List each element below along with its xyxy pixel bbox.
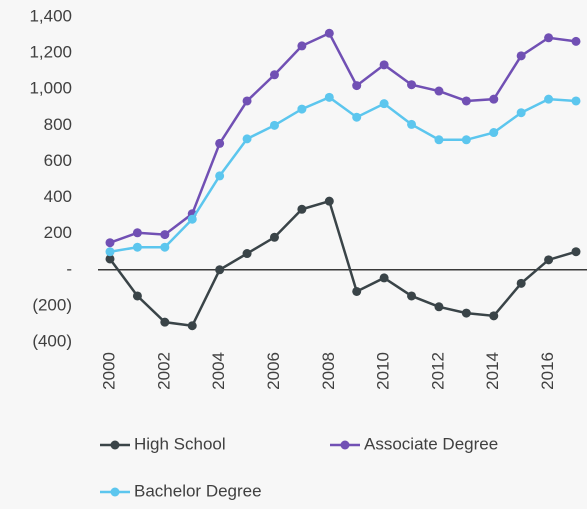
legend-label: Bachelor Degree — [134, 481, 262, 500]
x-tick-label: 2008 — [319, 352, 338, 390]
data-point — [571, 247, 581, 257]
legend-label: Associate Degree — [364, 434, 498, 453]
data-point — [215, 171, 225, 181]
data-point — [160, 230, 170, 240]
legend-label: High School — [134, 434, 226, 453]
legend-marker — [110, 487, 120, 497]
y-tick-label: 1,400 — [29, 6, 72, 25]
series-line — [109, 95, 577, 253]
data-point — [132, 242, 142, 252]
x-tick-label: 2006 — [264, 352, 283, 390]
data-point — [516, 51, 526, 61]
y-tick-label: 1,200 — [29, 43, 72, 62]
data-point — [379, 99, 389, 109]
data-point — [132, 291, 142, 301]
data-point — [242, 134, 252, 144]
y-tick-label: 800 — [44, 115, 72, 134]
x-tick-label: 2002 — [154, 352, 173, 390]
data-point — [407, 80, 417, 90]
data-point — [297, 104, 307, 114]
data-point — [105, 247, 115, 257]
data-point — [324, 28, 334, 38]
series-line — [109, 31, 577, 244]
data-point — [434, 302, 444, 312]
data-point — [544, 94, 554, 104]
x-tick-label: 2000 — [99, 352, 118, 390]
x-tick-label: 2004 — [209, 352, 228, 390]
x-tick-label: 2014 — [483, 352, 502, 390]
data-point — [160, 317, 170, 327]
data-point — [132, 228, 142, 238]
data-point — [269, 70, 279, 80]
data-point — [242, 249, 252, 259]
data-point — [297, 204, 307, 214]
data-point — [297, 41, 307, 51]
y-tick-label: 600 — [44, 151, 72, 170]
data-point — [461, 135, 471, 145]
data-point — [160, 242, 170, 252]
data-point — [352, 112, 362, 122]
data-point — [516, 108, 526, 118]
x-tick-label: 2016 — [538, 352, 557, 390]
legend-marker — [110, 440, 120, 450]
data-point — [187, 321, 197, 331]
y-tick-label: - — [66, 259, 72, 278]
data-point — [269, 232, 279, 242]
x-tick-label: 2010 — [374, 352, 393, 390]
data-point — [571, 36, 581, 46]
data-point — [516, 278, 526, 288]
data-point — [379, 60, 389, 70]
data-point — [352, 81, 362, 91]
data-point — [187, 214, 197, 224]
data-point — [105, 238, 115, 248]
data-point — [105, 254, 115, 264]
data-point — [434, 135, 444, 145]
data-point — [434, 86, 444, 96]
y-tick-label: (200) — [32, 295, 72, 314]
data-point — [379, 273, 389, 283]
series-line — [108, 199, 577, 328]
x-tick-label: 2012 — [428, 352, 447, 390]
data-point — [489, 128, 499, 138]
data-point — [324, 92, 334, 102]
data-point — [571, 96, 581, 106]
data-point — [489, 94, 499, 104]
y-tick-label: (400) — [32, 331, 72, 350]
data-point — [489, 311, 499, 321]
data-point — [215, 138, 225, 148]
legend-marker — [340, 440, 350, 450]
data-point — [544, 255, 554, 265]
data-point — [461, 308, 471, 318]
data-point — [242, 96, 252, 106]
data-point — [269, 120, 279, 130]
data-point — [544, 33, 554, 43]
y-tick-label: 400 — [44, 187, 72, 206]
data-point — [352, 286, 362, 296]
y-tick-label: 1,000 — [29, 79, 72, 98]
data-point — [324, 196, 334, 206]
data-point — [407, 119, 417, 129]
data-point — [215, 265, 225, 275]
data-point — [461, 96, 471, 106]
y-tick-label: 200 — [44, 223, 72, 242]
data-point — [407, 291, 417, 301]
